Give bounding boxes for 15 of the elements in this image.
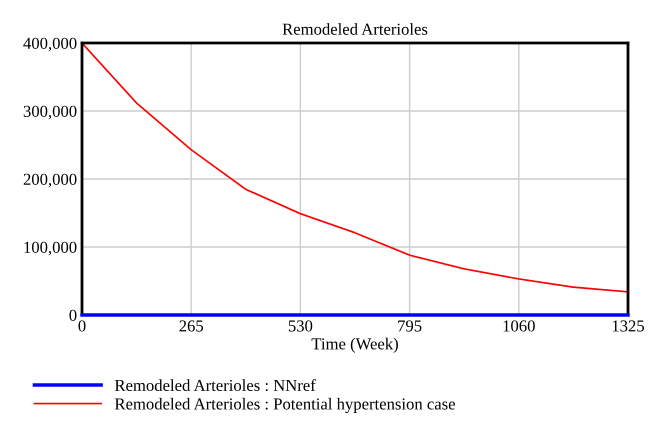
x-tick-label: 0 [78,320,86,332]
x-tick-label: 265 [179,320,204,332]
x-tick-label: 1325 [612,320,644,332]
y-tick-label: 300,000 [24,106,77,120]
x-tick-label: 1060 [504,320,535,332]
legend-label: Remodeled Arterioles : NNref [114,379,316,392]
legend-label: Remodeled Arterioles : Potential hypertension case [114,398,455,413]
y-tick-label: 200,000 [24,174,77,188]
y-tick-label: 400,000 [23,38,77,52]
y-tick-label: 0 [69,310,77,321]
x-axis-title: Time (Week) [312,338,398,353]
x-tick-label: 795 [398,320,422,332]
y-tick-label: 100,000 [24,242,77,256]
x-tick-label: 530 [288,320,312,332]
chart-title: Remodeled Arterioles [282,23,428,35]
